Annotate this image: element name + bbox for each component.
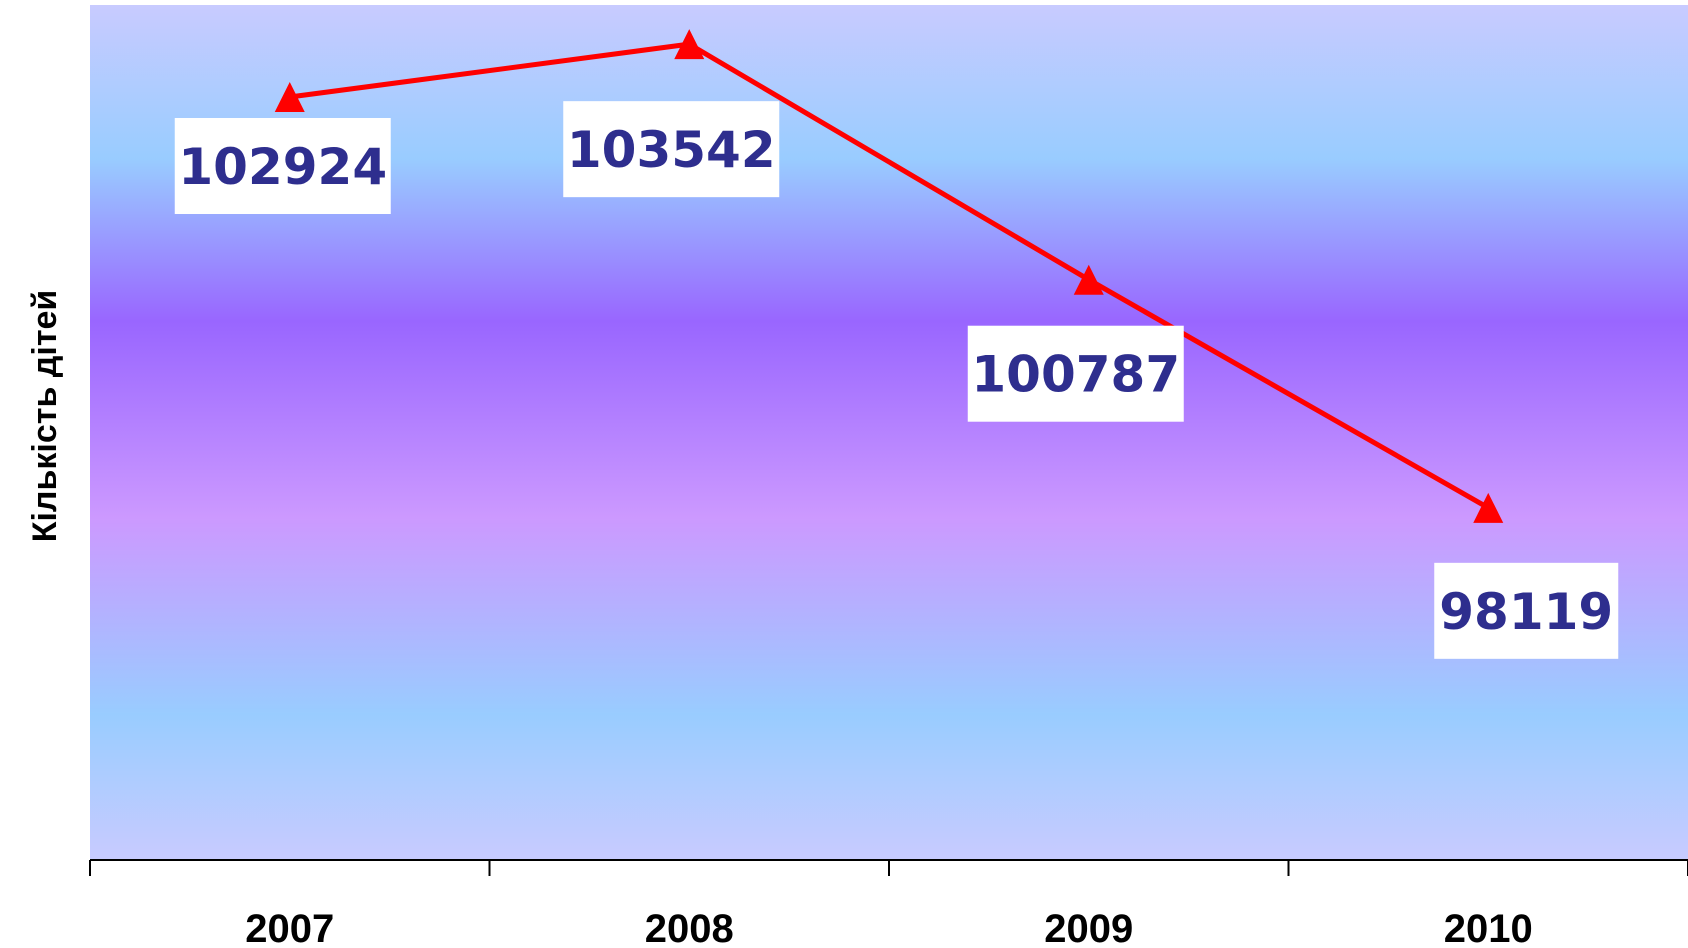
x-axis-ticks xyxy=(89,860,1688,876)
x-tick-label: 2007 xyxy=(245,907,334,948)
data-label: 100787 xyxy=(967,325,1184,422)
data-point-marker xyxy=(1473,492,1504,523)
x-axis-tick-labels: 2007 2008 2009 2010 xyxy=(245,907,1532,948)
data-label-box xyxy=(1434,562,1619,659)
data-label-box xyxy=(967,325,1184,422)
data-label-box xyxy=(563,101,780,198)
data-point-marker xyxy=(1073,264,1104,295)
y-axis-label: Кількість дітей xyxy=(26,290,64,543)
data-label: 103542 xyxy=(563,101,780,198)
data-label-text: 98119 xyxy=(1439,583,1613,641)
data-label: 98119 xyxy=(1434,562,1619,659)
series-markers xyxy=(274,29,1504,523)
data-labels: 102924 103542 100787 98119 xyxy=(174,101,1619,659)
data-label-text: 102924 xyxy=(178,138,387,196)
data-label-box xyxy=(174,117,391,214)
data-label-text: 100787 xyxy=(971,346,1180,404)
x-tick-label: 2008 xyxy=(645,907,734,948)
x-tick-label: 2009 xyxy=(1044,907,1133,948)
data-point-marker xyxy=(674,29,705,60)
data-label: 102924 xyxy=(174,117,391,214)
data-point-marker xyxy=(274,81,305,112)
data-label-text: 103542 xyxy=(567,121,776,179)
x-tick-label: 2010 xyxy=(1444,907,1533,948)
series-line xyxy=(289,41,1490,510)
